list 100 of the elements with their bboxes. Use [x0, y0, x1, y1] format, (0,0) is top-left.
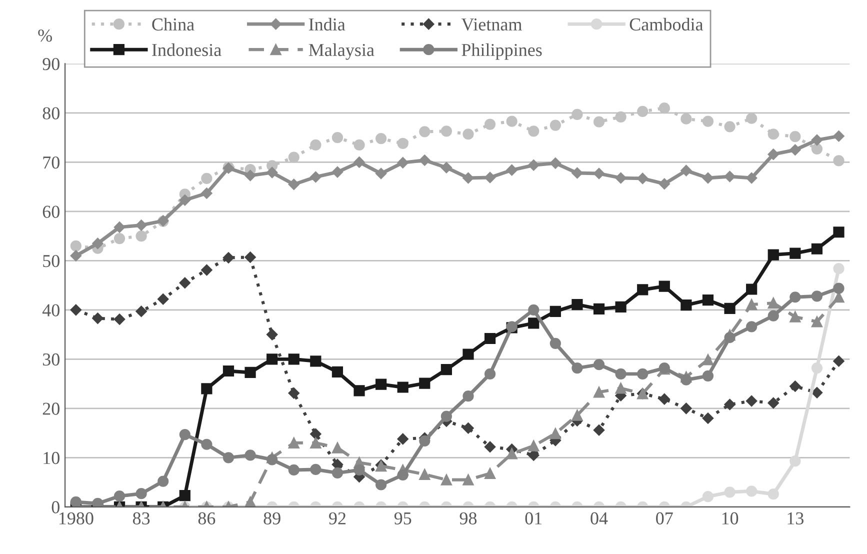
- point: [244, 366, 256, 378]
- point: [310, 139, 322, 151]
- point: [833, 263, 844, 274]
- point: [222, 365, 234, 377]
- point: [637, 284, 648, 296]
- point: [702, 116, 714, 127]
- point: [680, 113, 692, 124]
- point: [440, 474, 452, 486]
- point: [790, 380, 801, 392]
- point: [179, 277, 191, 288]
- point: [222, 452, 234, 464]
- point: [615, 382, 626, 394]
- point: [593, 168, 605, 180]
- point: [419, 126, 430, 138]
- point: [790, 292, 801, 303]
- point: [615, 368, 626, 380]
- point: [266, 166, 278, 178]
- point: [680, 299, 692, 311]
- point: [462, 348, 474, 360]
- point: [136, 220, 147, 231]
- y-tick-label: 40: [42, 304, 60, 316]
- point: [332, 132, 344, 144]
- point: [702, 294, 714, 306]
- y-tick-label: 80: [42, 107, 60, 120]
- point: [572, 362, 583, 374]
- point: [615, 172, 626, 184]
- legend-label: India: [308, 18, 346, 31]
- point: [419, 154, 430, 166]
- point: [768, 397, 779, 409]
- point: [615, 301, 626, 313]
- point: [354, 156, 365, 168]
- point: [833, 356, 844, 367]
- legend-label: Philippines: [462, 43, 542, 60]
- point: [288, 178, 300, 190]
- x-tick-label: 13: [788, 512, 804, 524]
- point: [724, 170, 736, 182]
- point: [680, 164, 692, 176]
- point: [397, 469, 408, 480]
- point: [572, 108, 583, 120]
- x-tick-label: 07: [656, 512, 673, 524]
- point: [201, 438, 212, 450]
- point: [440, 126, 452, 137]
- point: [528, 126, 540, 137]
- point: [397, 157, 408, 168]
- point: [658, 280, 670, 292]
- point: [462, 422, 474, 434]
- point: [440, 162, 452, 174]
- y-tick-label: 10: [44, 452, 60, 464]
- point: [790, 248, 801, 259]
- point: [484, 332, 496, 344]
- point: [92, 312, 104, 324]
- point: [310, 356, 322, 367]
- point: [811, 362, 823, 374]
- point: [332, 467, 344, 478]
- point: [724, 398, 736, 410]
- point: [158, 293, 169, 305]
- point: [528, 318, 540, 329]
- point: [811, 243, 823, 254]
- point: [397, 138, 408, 150]
- point: [201, 172, 212, 184]
- point: [266, 354, 278, 365]
- point: [724, 121, 736, 132]
- point: [790, 456, 801, 467]
- point: [332, 366, 344, 378]
- point: [811, 316, 823, 328]
- point: [92, 238, 104, 250]
- point: [376, 378, 387, 390]
- point: [811, 290, 823, 302]
- point: [310, 437, 322, 448]
- x-tick-label: 92: [329, 512, 346, 524]
- point: [658, 102, 670, 114]
- point: [484, 468, 496, 479]
- point: [724, 486, 736, 498]
- point: [397, 433, 408, 445]
- x-tick-label: 89: [264, 512, 280, 524]
- point: [506, 448, 518, 460]
- point: [266, 328, 278, 340]
- legend-label: Cambodia: [630, 18, 704, 31]
- point: [288, 354, 300, 365]
- point: [419, 378, 430, 389]
- point: [680, 402, 692, 414]
- point: [550, 158, 562, 169]
- point: [593, 424, 605, 436]
- point: [114, 232, 126, 244]
- point: [550, 306, 561, 317]
- point: [833, 130, 844, 142]
- point: [222, 252, 234, 264]
- y-tick-label: 60: [42, 206, 60, 218]
- point: [528, 440, 540, 452]
- point: [419, 468, 430, 480]
- point: [114, 314, 126, 325]
- point: [440, 364, 452, 376]
- point: [462, 474, 474, 486]
- point: [244, 252, 256, 263]
- point: [484, 441, 496, 452]
- point: [768, 488, 779, 500]
- point: [310, 428, 322, 440]
- point: [833, 226, 844, 238]
- point: [702, 412, 714, 424]
- point: [768, 249, 779, 260]
